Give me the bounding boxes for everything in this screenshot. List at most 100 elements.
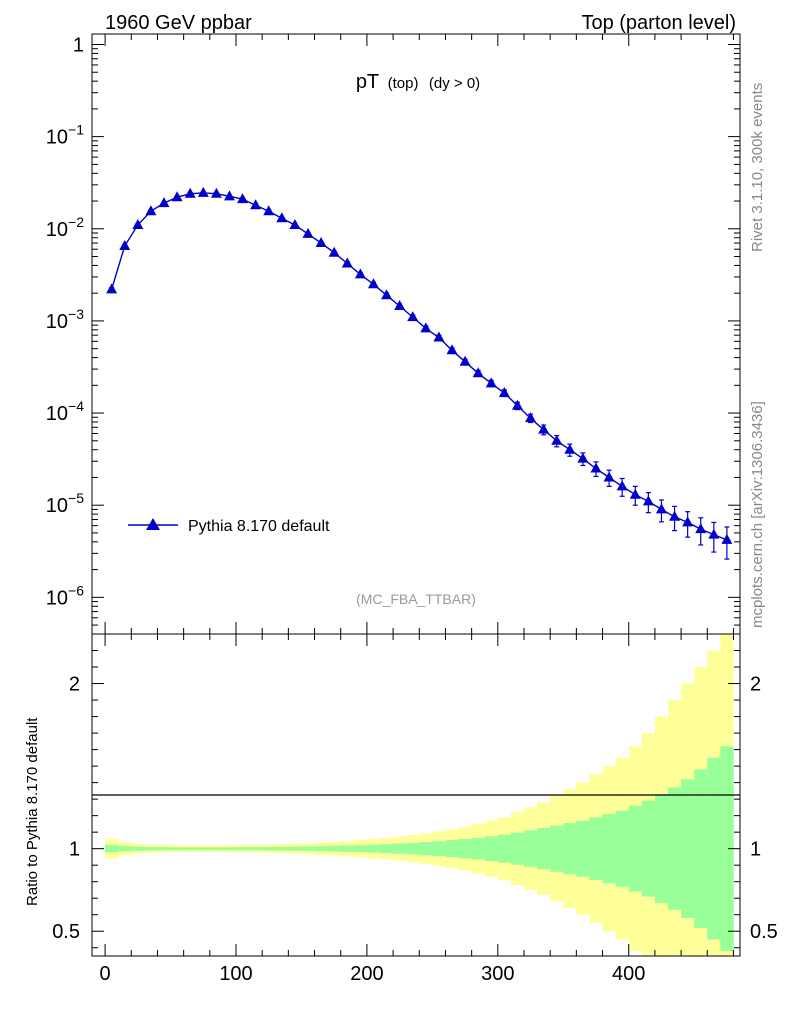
ratio-band-inner: [366, 844, 381, 853]
ratio-band-inner: [707, 757, 721, 940]
data-point: [498, 387, 510, 398]
plot-title-sub2: (dy > 0): [429, 75, 480, 92]
data-point: [367, 278, 379, 289]
ratio-band-inner: [131, 846, 145, 851]
legend: Pythia 8.170 default: [128, 518, 330, 535]
ratio-band-inner: [157, 847, 171, 851]
data-point: [302, 227, 314, 238]
ratio-band-inner: [170, 847, 184, 850]
data-point: [538, 423, 550, 434]
ratio-band-inner: [589, 817, 603, 881]
ratio-band-inner: [105, 845, 119, 853]
data-point: [237, 193, 249, 204]
data-point: [511, 399, 523, 410]
ratio-y-tick-label-right: 2: [750, 674, 761, 696]
data-point: [315, 237, 327, 248]
ratio-band-inner: [668, 787, 682, 910]
ratio-band-inner: [602, 813, 616, 884]
data-point: [433, 331, 445, 342]
data-point: [341, 257, 353, 268]
ratio-band-inner: [236, 847, 250, 851]
data-point: [695, 523, 707, 534]
main-y-tick-label: 10−5: [46, 490, 84, 517]
ratio-band-inner: [222, 847, 237, 850]
ratio-band-inner: [524, 830, 538, 867]
data-point: [328, 246, 340, 257]
data-point: [171, 191, 183, 202]
data-point: [551, 434, 563, 445]
ratio-band-inner: [641, 800, 656, 897]
data-point: [289, 218, 301, 229]
ratio-band-inner: [327, 845, 342, 852]
ratio-band-inner: [445, 840, 459, 858]
data-point: [682, 516, 694, 527]
main-axes-group: 1 10−1 10−2 10−3 10−4 10−5 10−6: [46, 34, 740, 635]
data-point: [381, 289, 393, 300]
header-left: 1960 GeV ppbar: [105, 12, 252, 34]
ratio-band-inner: [340, 845, 355, 852]
plot-title-sub1: (top): [388, 75, 419, 92]
ratio-band-inner: [196, 847, 211, 850]
data-point: [629, 488, 641, 499]
main-y-tick-label: 10−1: [46, 122, 84, 149]
ratio-ylabel: Ratio to Pythia 8.170 default: [24, 717, 41, 906]
x-tick-label: 400: [612, 963, 645, 985]
ratio-panel: 0.5 0.5 1 1 2 2 0 100 200 300 400 Ratio to Pythia …: [24, 633, 778, 985]
main-y-tick-label: 10−4: [46, 398, 84, 425]
data-point: [250, 199, 262, 210]
data-point: [472, 367, 484, 378]
data-point: [145, 205, 157, 216]
data-point: [210, 187, 222, 198]
ratio-frame: [91, 633, 741, 957]
data-point: [184, 187, 196, 198]
data-point: [721, 533, 733, 544]
data-point: [119, 240, 131, 251]
ratio-band-inner: [183, 847, 198, 850]
ratio-band-inner: [275, 846, 289, 851]
data-point: [485, 377, 497, 388]
data-point: [354, 268, 366, 279]
main-y-tick-label: 10−6: [46, 582, 84, 609]
ratio-band-inner: [471, 837, 486, 860]
data-point: [446, 344, 458, 355]
data-point: [642, 495, 654, 506]
data-point: [669, 510, 681, 521]
legend-marker-icon: [146, 518, 160, 530]
main-series-group: [106, 186, 733, 560]
ratio-band-inner: [654, 794, 669, 904]
data-point: [223, 190, 235, 201]
ratio-band-inner: [628, 805, 643, 892]
ratio-y-tick-label-left: 0.5: [52, 921, 80, 943]
plot-title: pT (top) (dy > 0): [356, 71, 480, 93]
ratio-band-inner: [393, 843, 407, 854]
main-y-tick-label: 1: [73, 34, 84, 56]
data-point: [420, 322, 432, 333]
ratio-y-tick-label-right: 1: [750, 839, 761, 861]
ratio-band-inner: [432, 841, 446, 857]
ratio-band-inner: [419, 842, 433, 856]
ratio-band-inner: [209, 847, 224, 850]
main-y-tick-label: 10−2: [46, 214, 84, 241]
data-point: [276, 212, 288, 223]
ratio-axes-group: 0.5 0.5 1 1 2 2 0 100 200 300 400: [52, 634, 778, 985]
data-point: [407, 311, 419, 322]
ratio-band-inner: [144, 847, 158, 851]
ratio-band-inner: [380, 844, 394, 854]
data-point: [603, 471, 615, 482]
data-point: [655, 503, 667, 514]
main-panel: 1 10−1 10−2 10−3 10−4 10−5 10−6 pT (top) (dy >…: [46, 33, 741, 635]
ratio-bands-group: [105, 634, 734, 956]
ratio-band-inner: [497, 834, 512, 863]
ratio-band-inner: [118, 846, 132, 852]
main-frame: [91, 33, 741, 635]
ratio-band-inner: [563, 823, 577, 875]
ratio-band-inner: [576, 820, 590, 877]
data-point: [459, 355, 471, 366]
data-point: [616, 480, 628, 491]
ratio-y-tick-label-left: 1: [69, 839, 80, 861]
ratio-band-inner: [314, 846, 328, 852]
ratio-band-inner: [458, 838, 472, 859]
analysis-label: (MC_FBA_TTBAR): [356, 591, 476, 607]
sidebar-version: Rivet 3.1.10, 300k events: [749, 83, 766, 252]
